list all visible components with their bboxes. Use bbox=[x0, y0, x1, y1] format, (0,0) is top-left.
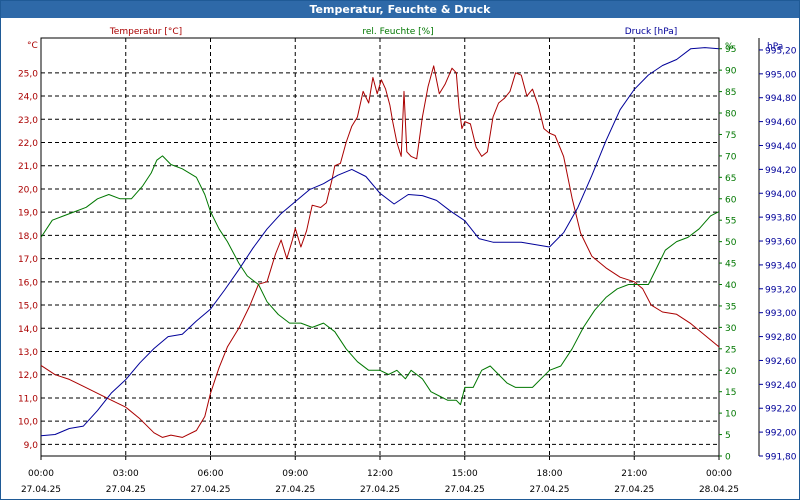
pressure-tick-label: 994,00 bbox=[765, 190, 797, 200]
humidity-tick-label: 45 bbox=[725, 260, 736, 270]
x-tick-date: 27.04.25 bbox=[360, 485, 400, 495]
temperature-axis-title: Temperatur [°C] bbox=[109, 27, 182, 37]
humidity-tick-label: 60 bbox=[725, 195, 737, 205]
temperature-tick-label: 19,0 bbox=[18, 209, 38, 219]
pressure-tick-label: 992,80 bbox=[765, 333, 797, 343]
pressure-unit-label: hPa bbox=[767, 42, 783, 52]
temperature-tick-label: 18,0 bbox=[18, 232, 38, 242]
pressure-tick-label: 994,40 bbox=[765, 142, 797, 152]
pressure-tick-label: 995,20 bbox=[765, 46, 797, 56]
humidity-axis-title: rel. Feuchte [%] bbox=[362, 27, 433, 37]
humidity-tick-label: 20 bbox=[725, 367, 737, 377]
series-line-humidity bbox=[40, 155, 720, 406]
pressure-axis-title: Druck [hPa] bbox=[625, 27, 678, 37]
pressure-tick-label: 995,00 bbox=[765, 70, 797, 80]
pressure-tick-label: 992,20 bbox=[765, 405, 797, 415]
temperature-tick-label: 16,0 bbox=[18, 278, 38, 288]
temperature-tick-label: 9,0 bbox=[24, 441, 39, 451]
x-tick-date: 27.04.25 bbox=[21, 485, 61, 495]
humidity-tick-label: 90 bbox=[725, 67, 737, 77]
x-tick-time: 00:00 bbox=[706, 469, 732, 479]
humidity-tick-label: 5 bbox=[725, 431, 731, 441]
pressure-tick-label: 992,00 bbox=[765, 429, 797, 439]
pressure-tick-label: 993,80 bbox=[765, 214, 797, 224]
temperature-tick-label: 12,0 bbox=[18, 371, 38, 381]
humidity-tick-label: 95 bbox=[725, 45, 736, 55]
pressure-tick-label: 991,80 bbox=[765, 453, 797, 463]
pressure-tick-label: 994,80 bbox=[765, 94, 797, 104]
temperature-tick-label: 11,0 bbox=[18, 394, 38, 404]
humidity-tick-label: 35 bbox=[725, 302, 736, 312]
window-title: Temperatur, Feuchte & Druck bbox=[1, 1, 799, 18]
x-tick-date: 27.04.25 bbox=[106, 485, 146, 495]
plot-area bbox=[40, 37, 720, 457]
humidity-tick-label: 55 bbox=[725, 217, 736, 227]
series-layer bbox=[40, 47, 720, 438]
x-tick-date: 27.04.25 bbox=[614, 485, 654, 495]
axes: 00:00 27.04.25 03:00 27.04.25 06:00 27.04.25 0… bbox=[18, 27, 797, 495]
x-tick-time: 06:00 bbox=[198, 469, 224, 479]
pressure-tick-label: 993,00 bbox=[765, 309, 797, 319]
temperature-tick-label: 25,0 bbox=[18, 69, 38, 79]
x-tick-date: 27.04.25 bbox=[529, 485, 569, 495]
pressure-tick-label: 992,60 bbox=[765, 357, 797, 367]
x-tick-date: 27.04.25 bbox=[190, 485, 230, 495]
humidity-unit-label: % bbox=[725, 42, 734, 52]
temperature-tick-label: 15,0 bbox=[18, 302, 38, 312]
pressure-tick-label: 993,20 bbox=[765, 285, 797, 295]
humidity-tick-label: 10 bbox=[725, 410, 737, 420]
x-tick-time: 21:00 bbox=[621, 469, 647, 479]
series-line-temperature bbox=[40, 65, 720, 438]
temperature-tick-label: 24,0 bbox=[18, 93, 38, 103]
humidity-tick-label: 65 bbox=[725, 174, 736, 184]
humidity-tick-label: 85 bbox=[725, 88, 736, 98]
humidity-tick-label: 15 bbox=[725, 388, 736, 398]
x-tick-time: 00:00 bbox=[28, 469, 54, 479]
x-tick-time: 18:00 bbox=[537, 469, 563, 479]
humidity-tick-label: 75 bbox=[725, 131, 736, 141]
pressure-tick-label: 992,40 bbox=[765, 381, 797, 391]
pressure-tick-label: 993,40 bbox=[765, 261, 797, 271]
x-tick-time: 15:00 bbox=[452, 469, 478, 479]
humidity-tick-label: 0 bbox=[725, 453, 731, 463]
temperature-tick-label: 13,0 bbox=[18, 348, 38, 358]
humidity-tick-label: 40 bbox=[725, 281, 737, 291]
humidity-tick-label: 25 bbox=[725, 345, 736, 355]
x-tick-time: 12:00 bbox=[367, 469, 393, 479]
temperature-tick-label: 22,0 bbox=[18, 139, 38, 149]
x-tick-time: 03:00 bbox=[113, 469, 139, 479]
pressure-tick-label: 994,20 bbox=[765, 166, 797, 176]
series-line-pressure bbox=[40, 47, 720, 437]
temperature-tick-label: 14,0 bbox=[18, 325, 38, 335]
temperature-tick-label: 17,0 bbox=[18, 255, 38, 265]
temperature-tick-label: 20,0 bbox=[18, 185, 38, 195]
temperature-tick-label: 21,0 bbox=[18, 162, 38, 172]
x-tick-date: 28.04.25 bbox=[699, 485, 739, 495]
humidity-tick-label: 50 bbox=[725, 238, 737, 248]
humidity-tick-label: 30 bbox=[725, 324, 737, 334]
humidity-tick-label: 70 bbox=[725, 152, 737, 162]
temperature-tick-label: 23,0 bbox=[18, 116, 38, 126]
x-tick-time: 09:00 bbox=[282, 469, 308, 479]
temperature-unit-label: °C bbox=[27, 41, 38, 51]
humidity-tick-label: 80 bbox=[725, 110, 737, 120]
pressure-tick-label: 993,60 bbox=[765, 238, 797, 248]
pressure-tick-label: 994,60 bbox=[765, 118, 797, 128]
x-tick-date: 27.04.25 bbox=[445, 485, 485, 495]
temperature-tick-label: 10,0 bbox=[18, 418, 38, 428]
x-tick-date: 27.04.25 bbox=[275, 485, 315, 495]
grid-lines bbox=[41, 38, 719, 456]
